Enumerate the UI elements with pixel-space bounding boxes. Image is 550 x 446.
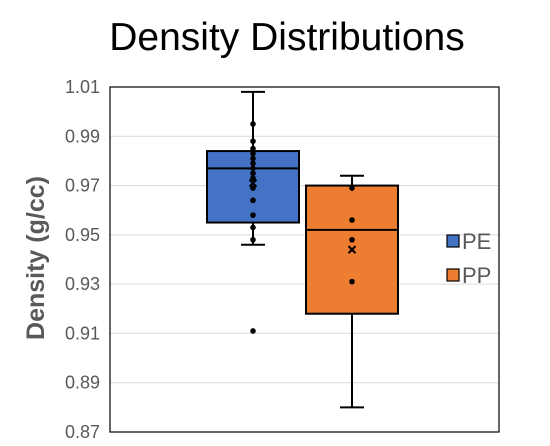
data-point — [349, 217, 355, 223]
legend-label: PP — [462, 263, 491, 288]
data-point — [349, 185, 355, 191]
data-point — [250, 150, 256, 157]
y-axis-label: Density (g/cc) — [22, 176, 50, 340]
y-tick-label: 0.97 — [65, 176, 100, 196]
data-point — [250, 170, 256, 177]
y-tick-label: 1.01 — [65, 77, 100, 97]
y-tick-label: 0.89 — [65, 373, 100, 393]
data-point — [250, 145, 256, 152]
y-tick-label: 0.99 — [65, 126, 100, 146]
data-point — [250, 165, 256, 172]
data-point — [250, 138, 256, 145]
y-tick-label: 0.91 — [65, 323, 100, 343]
legend-swatch — [446, 234, 460, 248]
y-tick-labels: 1.01 0.99 0.97 0.95 0.93 0.91 0.89 0.87 — [65, 77, 100, 442]
legend: PE PP — [446, 229, 491, 288]
legend-swatch — [446, 268, 460, 282]
plot-area-border — [109, 86, 500, 433]
box-plots — [206, 90, 399, 409]
data-point — [250, 160, 256, 167]
data-point — [250, 185, 256, 191]
legend-item-pe: PE — [446, 229, 491, 254]
legend-label: PE — [462, 229, 491, 254]
data-point — [250, 224, 256, 231]
data-point — [250, 175, 256, 181]
data-point — [349, 278, 355, 285]
grid-lines — [110, 86, 499, 433]
mean-marker — [248, 178, 258, 188]
data-point — [250, 328, 256, 334]
data-point — [349, 236, 355, 243]
mean-marker-stroke — [248, 178, 258, 188]
data-point — [250, 121, 256, 127]
y-tick-label: 0.93 — [65, 274, 100, 294]
chart-title: Density Distributions — [109, 16, 464, 59]
data-point — [250, 155, 256, 162]
data-point — [250, 212, 256, 218]
mean-marker-stroke — [347, 245, 357, 254]
y-tick-label: 0.87 — [65, 422, 100, 442]
box-pe — [206, 90, 300, 334]
legend-item-pp: PP — [446, 263, 491, 288]
data-point — [250, 236, 256, 243]
y-tick-label: 0.95 — [65, 225, 100, 245]
mean-marker — [347, 245, 357, 254]
data-point — [250, 197, 256, 204]
box-pp — [305, 174, 399, 409]
